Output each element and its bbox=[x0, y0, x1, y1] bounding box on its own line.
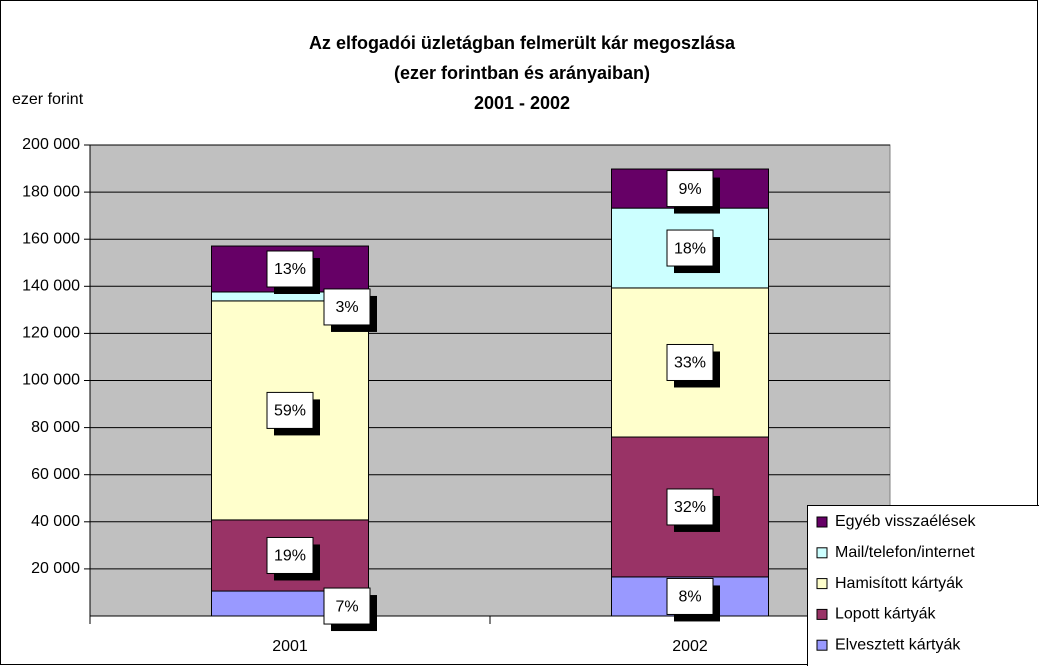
y-tick-label: 200 000 bbox=[22, 136, 80, 153]
legend-swatch bbox=[816, 578, 828, 590]
legend-label: Lopott kártyák bbox=[835, 606, 937, 623]
label-box bbox=[266, 536, 314, 574]
label-box bbox=[666, 170, 714, 208]
label-box bbox=[666, 229, 714, 267]
y-tick-label: 180 000 bbox=[22, 183, 80, 200]
y-tick-label: 140 000 bbox=[22, 278, 80, 295]
y-tick-label: 20 000 bbox=[31, 560, 80, 577]
legend-label: Mail/telefon/internet bbox=[835, 544, 975, 561]
data-label: 8% bbox=[678, 589, 701, 606]
y-axis-label: ezer forint bbox=[12, 91, 84, 108]
legend-swatch bbox=[816, 516, 828, 528]
y-tick-label: 120 000 bbox=[22, 325, 80, 342]
y-tick-label: 40 000 bbox=[31, 513, 80, 530]
y-tick-label: 60 000 bbox=[31, 466, 80, 483]
chart-title: 2001 - 2002 bbox=[474, 93, 570, 113]
y-tick-label: 80 000 bbox=[31, 419, 80, 436]
legend-swatch bbox=[816, 608, 828, 620]
y-tick-label: 100 000 bbox=[22, 372, 80, 389]
label-box bbox=[323, 288, 371, 326]
label-box bbox=[666, 488, 714, 526]
label-box bbox=[266, 391, 314, 429]
label-box bbox=[666, 577, 714, 615]
data-label: 13% bbox=[274, 261, 306, 278]
chart-title: Az elfogadói üzletágban felmerült kár me… bbox=[309, 33, 736, 53]
legend-label: Hamisított kártyák bbox=[835, 575, 964, 592]
label-box bbox=[666, 343, 714, 381]
legend-label: Egyéb visszaélések bbox=[835, 513, 977, 530]
data-label: 59% bbox=[274, 403, 306, 420]
legend-label: Elvesztett kártyák bbox=[835, 636, 961, 653]
legend bbox=[807, 505, 1039, 666]
x-tick-label: 2002 bbox=[672, 638, 708, 655]
data-label: 33% bbox=[674, 355, 706, 372]
data-label: 3% bbox=[335, 299, 358, 316]
x-tick-label: 2001 bbox=[272, 638, 308, 655]
label-box bbox=[266, 250, 314, 288]
data-label: 7% bbox=[335, 598, 358, 615]
legend-swatch bbox=[816, 639, 828, 651]
y-tick-label: 160 000 bbox=[22, 230, 80, 247]
chart-title: (ezer forintban és arányaiban) bbox=[394, 63, 650, 83]
data-label: 19% bbox=[274, 548, 306, 565]
legend-swatch bbox=[816, 547, 828, 559]
data-label: 18% bbox=[674, 240, 706, 257]
label-box bbox=[323, 587, 371, 625]
data-label: 32% bbox=[674, 499, 706, 516]
data-label: 9% bbox=[678, 181, 701, 198]
